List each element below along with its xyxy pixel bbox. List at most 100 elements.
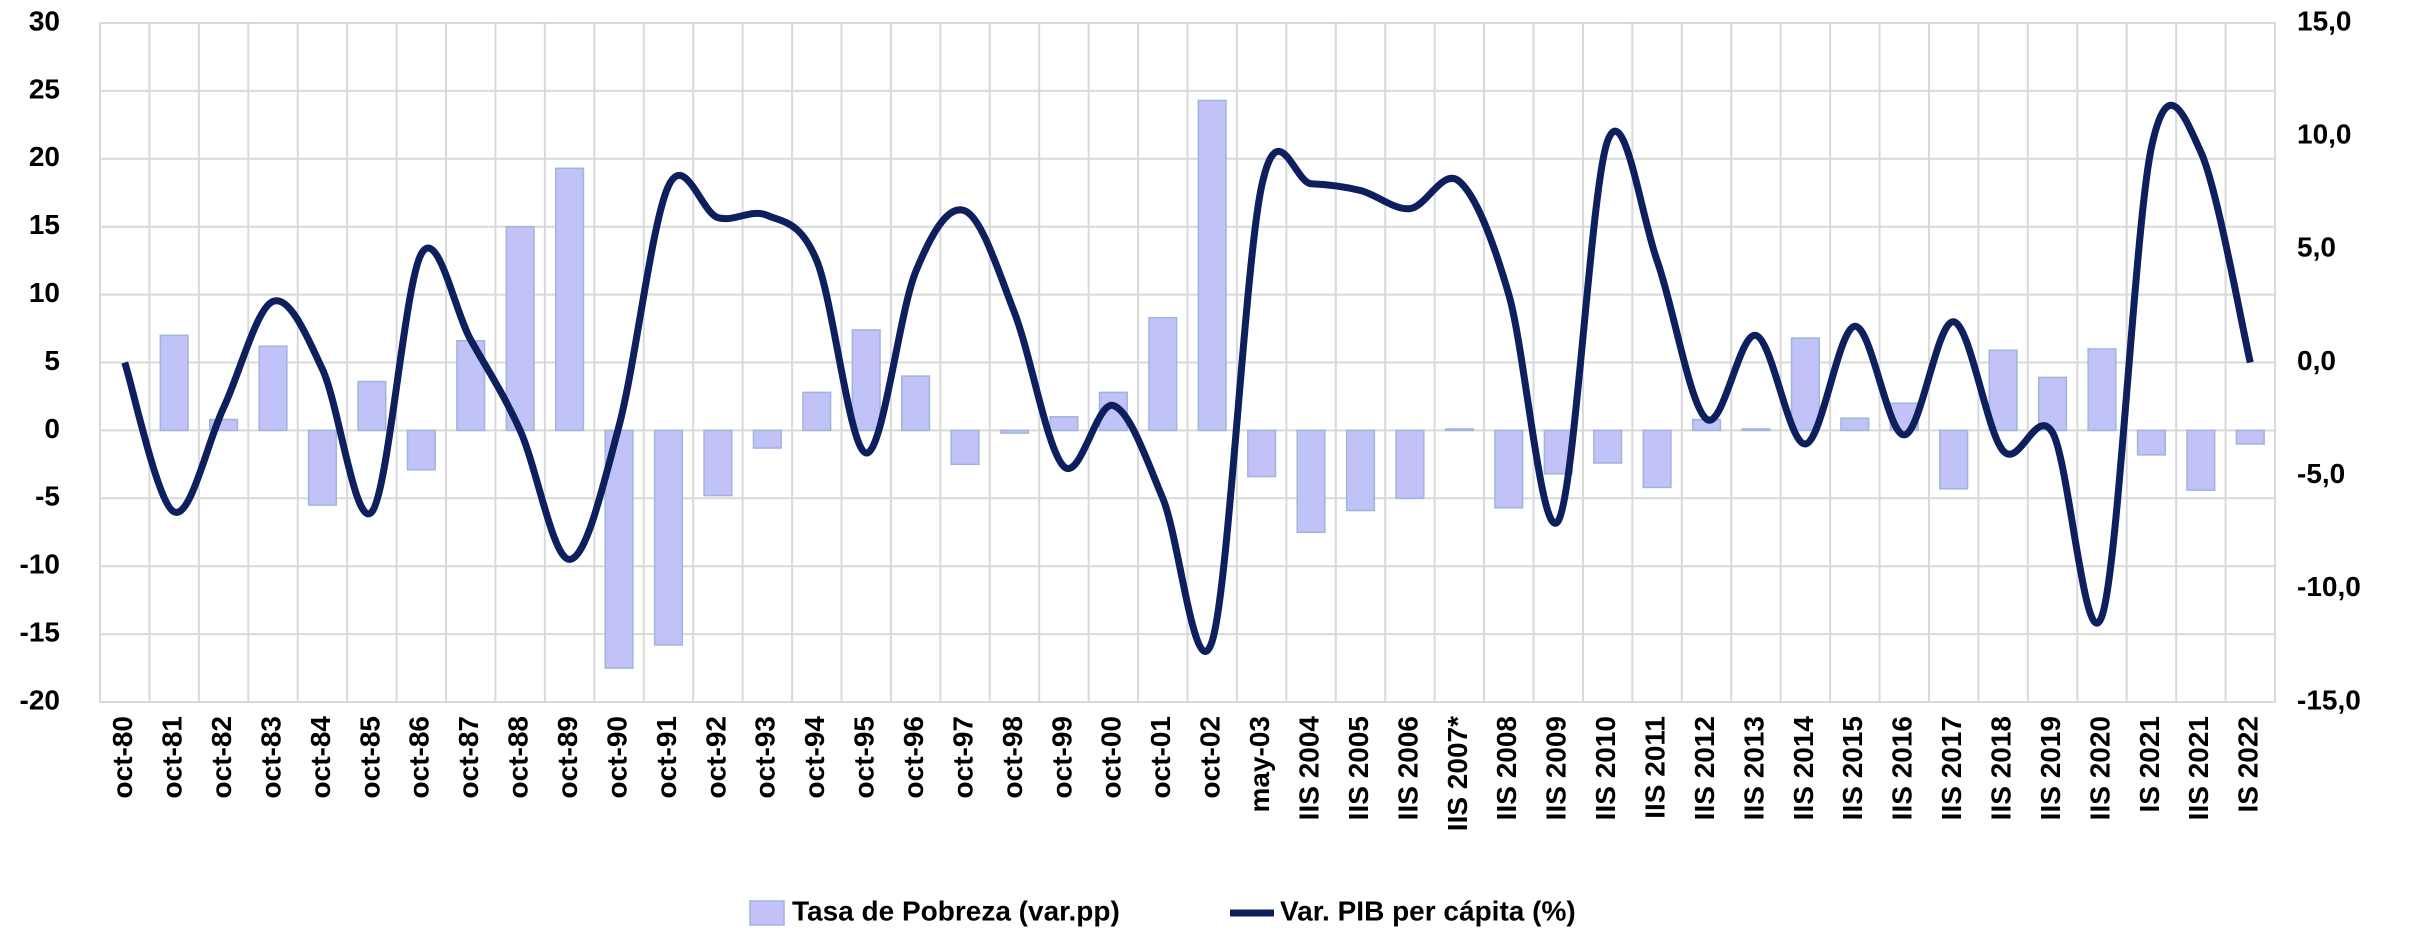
- bar: [208, 418, 239, 432]
- x-tick-label: oct-83: [255, 716, 286, 798]
- y2-tick-label: 0,0: [2297, 345, 2336, 376]
- x-tick-label: oct-95: [849, 716, 880, 798]
- bar: [2186, 429, 2216, 491]
- bar: [901, 375, 931, 432]
- x-tick-label: IIS 2010: [1590, 716, 1621, 820]
- y-tick-label: 10: [29, 277, 60, 308]
- x-tick-label: IIS 2017: [1936, 716, 1967, 820]
- y-tick-label: 5: [44, 345, 60, 376]
- x-tick-label: IS 2021: [2134, 716, 2165, 813]
- bar: [703, 429, 733, 497]
- bar: [505, 225, 535, 432]
- y2-tick-label: 15,0: [2297, 5, 2352, 36]
- x-tick-label: IS 2022: [2233, 716, 2264, 813]
- line: [121, 101, 2254, 655]
- y2-tick-label: 5,0: [2297, 232, 2336, 263]
- y-tick-label: -5: [35, 481, 60, 512]
- bar: [1345, 429, 1376, 512]
- x-tick-label: IIS 2008: [1491, 716, 1522, 820]
- bar: [1049, 416, 1079, 432]
- bar: [1642, 429, 1672, 489]
- y-tick-label: -15: [20, 616, 60, 647]
- x-tick-label: IIS 2015: [1837, 716, 1868, 820]
- y2-tick-label: -15,0: [2297, 684, 2361, 715]
- bar: [950, 429, 980, 466]
- bar: [2087, 348, 2117, 432]
- bar: [555, 167, 585, 432]
- y-tick-label: 25: [29, 73, 60, 104]
- bar: [851, 329, 881, 432]
- x-tick-label: oct-02: [1195, 716, 1226, 798]
- x-tick-label: may-03: [1244, 716, 1275, 813]
- bar: [999, 429, 1030, 434]
- bar: [1197, 99, 1227, 432]
- x-tick-label: IIS 2013: [1738, 716, 1769, 820]
- x-tick-label: oct-81: [157, 716, 188, 798]
- x-tick-label: oct-98: [997, 716, 1028, 798]
- y-tick-label: 15: [29, 209, 60, 240]
- bar: [2235, 429, 2265, 445]
- x-tick-label: oct-90: [601, 716, 632, 798]
- x-tick-label: IIS 2020: [2084, 716, 2115, 820]
- x-tick-label: oct-88: [503, 716, 534, 798]
- x-tick-label: oct-00: [1096, 716, 1127, 798]
- x-tick-label: IIS 2009: [1541, 716, 1572, 820]
- x-tick-label: oct-89: [552, 716, 583, 798]
- bar: [1840, 417, 1870, 432]
- bar: [2136, 429, 2167, 456]
- bar: [1593, 429, 1623, 464]
- bar: [1988, 349, 2018, 432]
- y2-tick-label: -5,0: [2297, 458, 2345, 489]
- y-tick-label: 20: [29, 141, 60, 172]
- x-tick-label: oct-84: [305, 716, 336, 799]
- bar: [802, 391, 832, 432]
- bar: [752, 429, 782, 449]
- x-tick-label: oct-91: [651, 716, 682, 798]
- x-tick-label: oct-97: [947, 716, 978, 798]
- x-tick-label: oct-94: [799, 716, 830, 799]
- x-tick-label: oct-85: [354, 716, 385, 798]
- x-tick-label: oct-96: [898, 716, 929, 798]
- x-tick-label: IIS 2005: [1343, 716, 1374, 820]
- y-tick-label: 0: [44, 413, 60, 444]
- legend-swatch: [749, 900, 785, 926]
- x-tick-label: oct-82: [206, 716, 237, 798]
- bar: [1939, 429, 1969, 490]
- x-tick-label: oct-87: [453, 716, 484, 798]
- y-tick-label: 30: [29, 5, 60, 36]
- legend-label: Var. PIB per cápita (%): [1280, 895, 1576, 926]
- bar: [1148, 316, 1178, 432]
- x-tick-label: IIS 2012: [1689, 716, 1720, 820]
- x-tick-label: oct-93: [750, 716, 781, 798]
- x-tick-label: IIS 2006: [1392, 716, 1423, 820]
- x-tick-label: IIS 2019: [2035, 716, 2066, 820]
- y-tick-label: -20: [20, 684, 60, 715]
- x-tick-label: oct-92: [700, 716, 731, 798]
- bar: [406, 429, 436, 471]
- x-tick-label: oct-99: [1046, 716, 1077, 798]
- bar: [1494, 429, 1524, 509]
- x-tick-label: IIS 2014: [1788, 716, 1819, 821]
- bar: [307, 429, 338, 506]
- x-tick-label: IIS 2004: [1293, 716, 1324, 821]
- x-tick-label: IIS 2007*: [1442, 716, 1473, 831]
- x-tick-label: IIS 2021: [2183, 716, 2214, 820]
- bar: [1444, 428, 1474, 432]
- y2-tick-label: 10,0: [2297, 119, 2352, 150]
- x-tick-label: IIS 2016: [1887, 716, 1918, 820]
- bar: [357, 380, 387, 432]
- bar: [1247, 429, 1277, 478]
- bar: [1741, 428, 1771, 432]
- bar: [258, 345, 288, 432]
- x-tick-label: oct-01: [1145, 716, 1176, 798]
- bar: [1790, 337, 1820, 432]
- y2-tick-label: -10,0: [2297, 571, 2361, 602]
- bar: [653, 429, 684, 646]
- bar: [1395, 429, 1425, 500]
- x-tick-label: IIS 2018: [1986, 716, 2017, 820]
- legend-label: Tasa de Pobreza (var.pp): [792, 895, 1120, 926]
- bar: [159, 334, 189, 432]
- bar: [1296, 429, 1326, 533]
- x-tick-label: oct-86: [404, 716, 435, 798]
